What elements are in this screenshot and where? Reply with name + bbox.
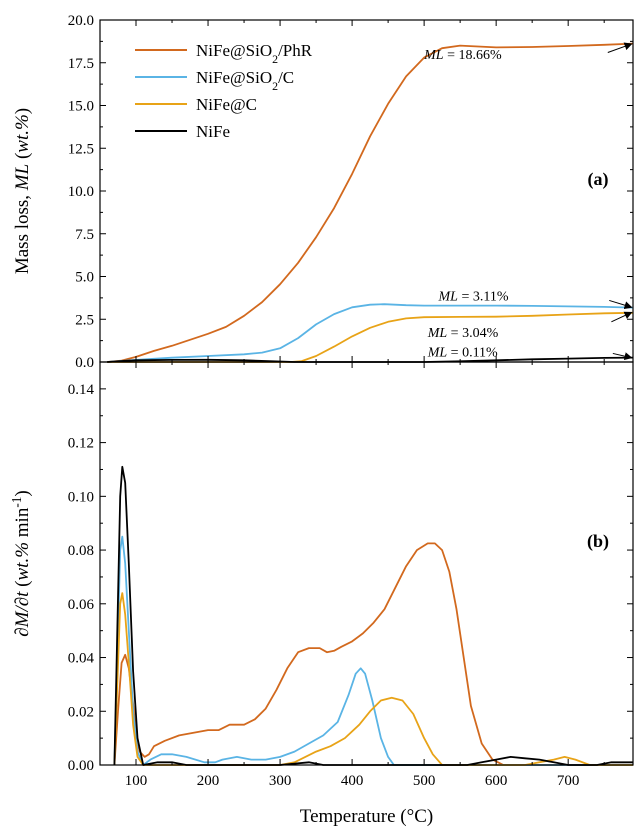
y-tick-label-a-5: 12.5 bbox=[68, 141, 94, 157]
series-line-a-1 bbox=[107, 303, 634, 363]
y-tick-label-a-1: 2.5 bbox=[75, 312, 94, 328]
series-line-a-2 bbox=[107, 311, 634, 363]
annotation-arrow-2 bbox=[611, 311, 633, 323]
x-tick-label-3: 400 bbox=[341, 773, 364, 789]
panel-a-mass-loss: 0.0 2.5 5.0 7.5 10.0 12.5 15.0 17.5 20.0 Mass los… bbox=[12, 13, 634, 371]
series-line-b-1 bbox=[113, 535, 633, 766]
annotation-label-3: ML = 0.11% bbox=[427, 346, 498, 361]
y-tick-label-a-6: 15.0 bbox=[68, 99, 94, 115]
y-tick-label-a-3: 7.5 bbox=[75, 227, 94, 243]
x-tick-label-5: 600 bbox=[485, 773, 508, 789]
y-tick-label-b-3: 0.06 bbox=[68, 597, 95, 613]
series-line-b-0 bbox=[113, 542, 633, 766]
y-tick-label-a-4: 10.0 bbox=[68, 184, 94, 200]
y-tick-label-a-8: 20.0 bbox=[68, 13, 94, 29]
x-tick-label-0: 100 bbox=[125, 773, 148, 789]
annotation-arrow-3 bbox=[612, 352, 633, 361]
annotation-label-0: ML = 18.66% bbox=[423, 48, 502, 63]
panel-label-b: (b) bbox=[587, 531, 609, 552]
legend-label-3: NiFe bbox=[196, 122, 230, 141]
y-tick-label-b-0: 0.00 bbox=[68, 758, 94, 774]
x-tick-label-6: 700 bbox=[557, 773, 580, 789]
y-axis-title-a: Mass loss, ML (wt.%) bbox=[12, 108, 33, 274]
legend-label-0: NiFe@SiO2/PhR bbox=[196, 41, 313, 66]
y-tick-label-b-2: 0.04 bbox=[68, 651, 95, 667]
series-line-b-2 bbox=[113, 592, 633, 766]
annotation-arrow-1 bbox=[609, 299, 633, 310]
annotation-label-1: ML = 3.11% bbox=[438, 289, 509, 304]
plot-frame-a bbox=[99, 19, 634, 363]
annotation-arrow-0 bbox=[607, 42, 633, 53]
y-tick-label-b-1: 0.02 bbox=[68, 704, 94, 720]
x-tick-label-2: 300 bbox=[269, 773, 292, 789]
y-tick-label-a-7: 17.5 bbox=[68, 56, 94, 72]
y-tick-label-b-6: 0.12 bbox=[68, 436, 94, 452]
y-tick-label-a-0: 0.0 bbox=[75, 355, 94, 371]
x-axis-title: Temperature (°C) bbox=[300, 806, 433, 827]
x-tick-label-1: 200 bbox=[197, 773, 220, 789]
series-line-b-3 bbox=[113, 465, 633, 766]
series-line-a-0 bbox=[107, 42, 634, 363]
plot-frame-b bbox=[99, 361, 634, 766]
y-tick-label-b-5: 0.10 bbox=[68, 489, 94, 505]
panel-label-a: (a) bbox=[588, 169, 609, 190]
x-tick-label-4: 500 bbox=[413, 773, 436, 789]
y-tick-label-b-4: 0.08 bbox=[68, 543, 94, 559]
panel-b-derivative: 0.00 0.02 0.04 0.06 0.08 0.10 0.12 0.14 100 200 30… bbox=[9, 361, 634, 827]
legend-label-1: NiFe@SiO2/C bbox=[196, 68, 294, 93]
annotation-label-2: ML = 3.04% bbox=[427, 326, 499, 341]
y-tick-label-a-2: 5.0 bbox=[75, 270, 94, 286]
y-axis-title-b: ∂M/∂t (wt.% min-1) bbox=[9, 490, 34, 637]
legend-label-2: NiFe@C bbox=[196, 95, 257, 114]
y-tick-label-b-7: 0.14 bbox=[68, 382, 95, 398]
